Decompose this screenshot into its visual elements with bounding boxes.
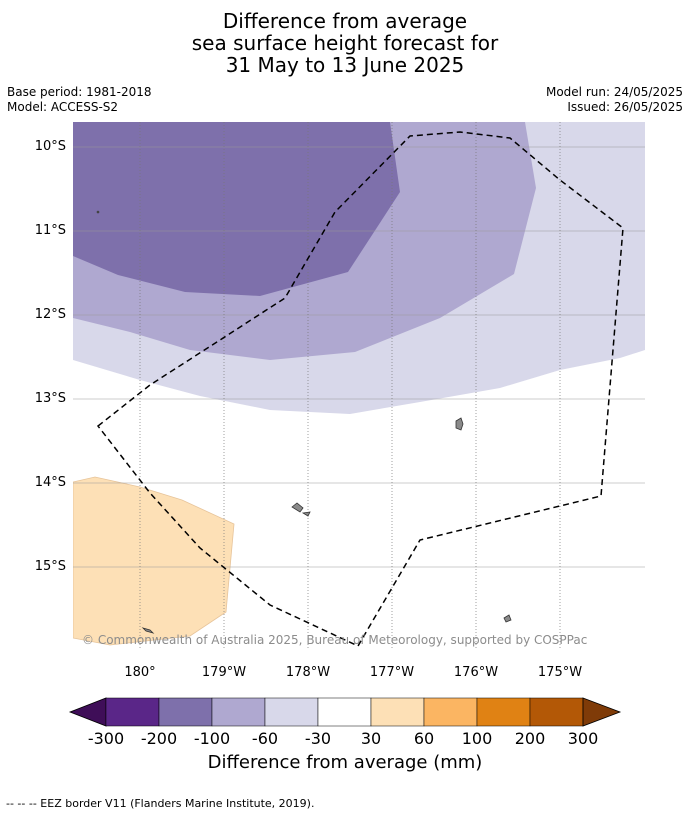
eez-legend-note: -- -- -- EEZ border V11 (Flanders Marine…: [6, 797, 315, 810]
island-tiny: [96, 210, 100, 214]
lat-label-11s: 11°S: [34, 223, 66, 238]
lon-label-178w: 178°W: [285, 665, 331, 680]
island-south-east: [503, 614, 512, 623]
lat-label-15s: 15°S: [34, 559, 66, 574]
colorbar-label: 60: [413, 729, 435, 748]
lon-label-180: 180°: [124, 665, 156, 680]
colorbar-segment: [476, 697, 531, 727]
colorbar-segment: [529, 697, 584, 727]
colorbar-label: 30: [360, 729, 382, 748]
colorbar-segment: [158, 697, 213, 727]
lon-label-177w: 177°W: [369, 665, 415, 680]
colorbar-segment: [423, 697, 478, 727]
island-wallis: [291, 502, 304, 513]
colorbar-segment: [370, 697, 425, 727]
colorbar-label: 300: [567, 729, 599, 748]
lon-label-179w: 179°W: [201, 665, 247, 680]
colorbar-segment: [105, 697, 160, 727]
island-south-west: [141, 627, 155, 634]
island-wallis-small: [301, 511, 311, 517]
model-name: Model: ACCESS-S2: [7, 100, 119, 114]
colorbar-segment: [317, 697, 372, 727]
lat-label-13s: 13°S: [34, 391, 66, 406]
colorbar-label: -100: [193, 729, 231, 748]
region-plus-30-to-60: [73, 476, 235, 646]
colorbar-segment: [264, 697, 319, 727]
lat-label-10s: 10°S: [34, 139, 66, 154]
base-period: Base period: 1981-2018: [7, 85, 152, 99]
copyright-notice: © Commonwealth of Australia 2025, Bureau…: [82, 633, 588, 647]
colorbar-extend-max: [582, 697, 622, 727]
title-line-3: 31 May to 13 June 2025: [225, 53, 465, 77]
colorbar-label: -200: [140, 729, 178, 748]
region-minus-100-to-200: [73, 122, 400, 296]
colorbar-label: 200: [514, 729, 546, 748]
colorbar: [68, 697, 622, 727]
islands: [96, 210, 512, 634]
colorbar-label: -300: [87, 729, 125, 748]
lat-label-14s: 14°S: [34, 475, 66, 490]
colorbar-label: -60: [251, 729, 279, 748]
colorbar-title: Difference from average (mm): [207, 752, 483, 773]
title-line-1: Difference from average: [222, 9, 468, 33]
colorbar-extend-min: [68, 697, 107, 727]
eez-border: [96, 131, 624, 647]
lon-label-175w: 175°W: [537, 665, 583, 680]
island-rotuma: [455, 417, 464, 431]
longitude-gridlines: [139, 122, 561, 650]
lon-label-176w: 176°W: [453, 665, 499, 680]
title-line-2: sea surface height forecast for: [191, 31, 499, 55]
colorbar-segment: [211, 697, 266, 727]
colorbar-label: -30: [304, 729, 332, 748]
issued-date: Issued: 26/05/2025: [567, 100, 683, 114]
latitude-gridlines: [73, 146, 645, 568]
lat-label-12s: 12°S: [34, 307, 66, 322]
forecast-map: [73, 122, 645, 650]
colorbar-label: 100: [461, 729, 493, 748]
model-run: Model run: 24/05/2025: [545, 85, 683, 99]
